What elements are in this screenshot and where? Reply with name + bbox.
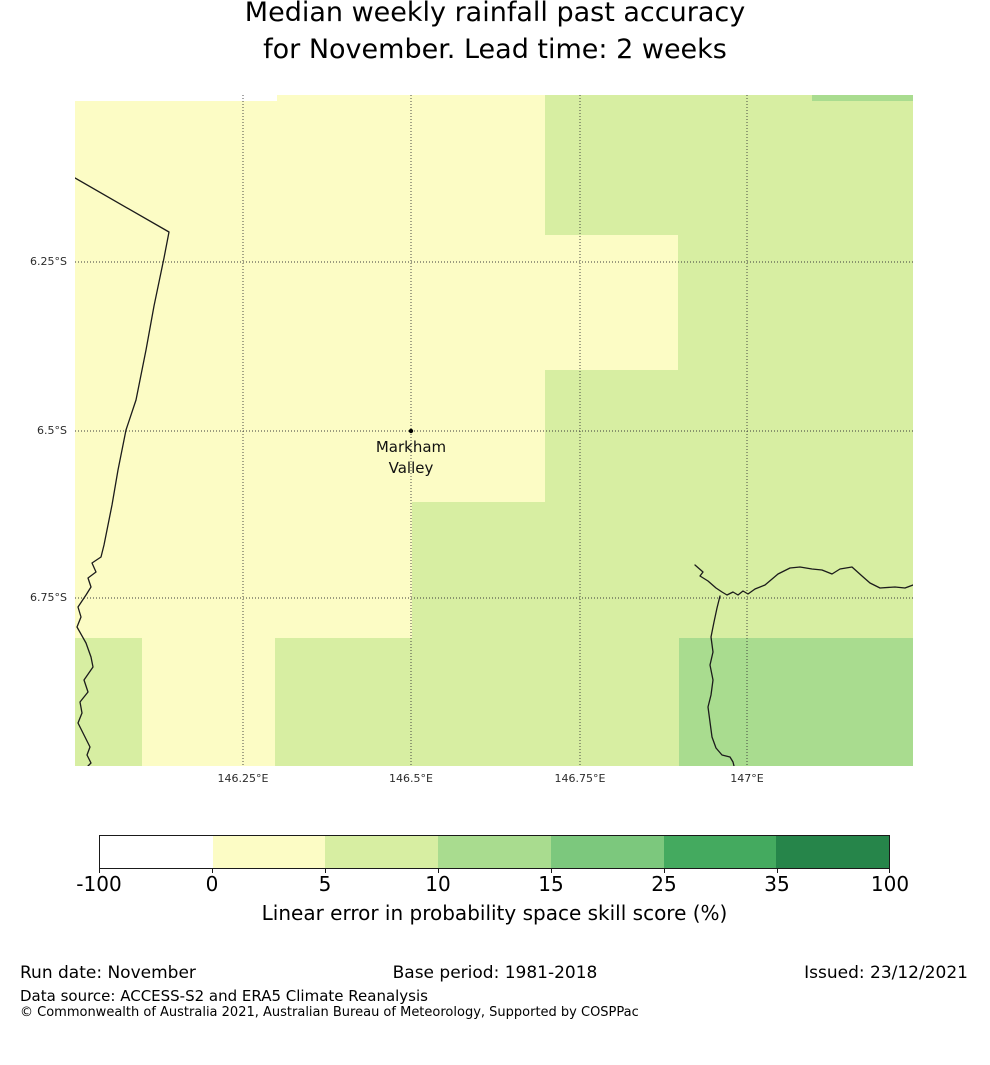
colorbar-tick-label: 35 xyxy=(764,872,790,896)
colorbar-tick-mark xyxy=(664,869,665,873)
longitude-tick-label: 146.5°E xyxy=(389,772,433,785)
place-label-markham-valley: Markham Valley xyxy=(351,437,471,479)
colorbar-tick-mark xyxy=(438,869,439,873)
title-line-1: Median weekly rainfall past accuracy xyxy=(244,0,746,28)
colorbar: -100 0 5 10 15 25 35 100 Linear error in probab… xyxy=(76,835,909,945)
map-region xyxy=(142,638,275,766)
place-label-line-1: Markham xyxy=(375,438,447,456)
colorbar-tick-label: 25 xyxy=(651,872,677,896)
colorbar-tick-mark xyxy=(777,869,778,873)
base-period-text: Base period: 1981-2018 xyxy=(392,963,598,983)
place-label-line-2: Valley xyxy=(388,459,434,477)
issued-date-text: Issued: 23/12/2021 xyxy=(804,963,968,983)
colorbar-tick-label: 10 xyxy=(425,872,451,896)
longitude-tick-label: 146.75°E xyxy=(554,772,606,785)
colorbar-tick-label: 0 xyxy=(205,872,219,896)
colorbar-segment xyxy=(325,836,439,868)
latitude-tick-label: 6.25°S xyxy=(30,255,67,268)
map-region xyxy=(812,95,913,101)
map-region xyxy=(75,101,545,502)
colorbar-tick-mark xyxy=(325,869,326,873)
longitude-tick-label: 147°E xyxy=(730,772,764,785)
coastline-path xyxy=(707,595,735,766)
colorbar-tick-mark xyxy=(551,869,552,873)
latitude-tick-label: 6.5°S xyxy=(37,424,67,437)
colorbar-segment xyxy=(663,836,777,868)
map-region xyxy=(679,638,913,766)
latitude-tick-label: 6.75°S xyxy=(30,591,67,604)
colorbar-segment xyxy=(212,836,326,868)
colorbar-tick-label: 15 xyxy=(538,872,564,896)
colorbar-tick-label: 5 xyxy=(318,872,332,896)
colorbar-tick-label: -100 xyxy=(76,872,122,896)
colorbar-label: Linear error in probability space skill … xyxy=(261,901,728,925)
colorbar-tick-mark xyxy=(99,869,100,873)
colorbar-tick-mark xyxy=(889,869,890,873)
title-line-2: for November. Lead time: 2 weeks xyxy=(263,34,727,65)
colorbar-segment xyxy=(438,836,551,868)
coastline-path xyxy=(75,177,170,766)
colorbar-segment xyxy=(776,836,890,868)
figure-title: Median weekly rainfall past accuracy for… xyxy=(0,0,990,68)
run-date-text: Run date: November xyxy=(20,963,196,983)
map-canvas xyxy=(75,95,913,766)
map-region xyxy=(545,235,678,370)
coastline-path xyxy=(694,564,913,596)
place-marker-dot xyxy=(408,428,414,434)
colorbar-tick-label: 100 xyxy=(870,872,910,896)
map-region xyxy=(75,502,412,638)
map-panel: Markham Valley xyxy=(75,95,913,766)
colorbar-gradient xyxy=(99,835,890,869)
map-region-base xyxy=(277,95,913,101)
longitude-tick-label: 146.25°E xyxy=(217,772,269,785)
colorbar-tick-mark xyxy=(212,869,213,873)
colorbar-segment xyxy=(550,836,664,868)
copyright-text: © Commonwealth of Australia 2021, Austra… xyxy=(20,1005,639,1020)
data-source-text: Data source: ACCESS-S2 and ERA5 Climate … xyxy=(20,987,428,1005)
colorbar-segment xyxy=(100,836,213,868)
